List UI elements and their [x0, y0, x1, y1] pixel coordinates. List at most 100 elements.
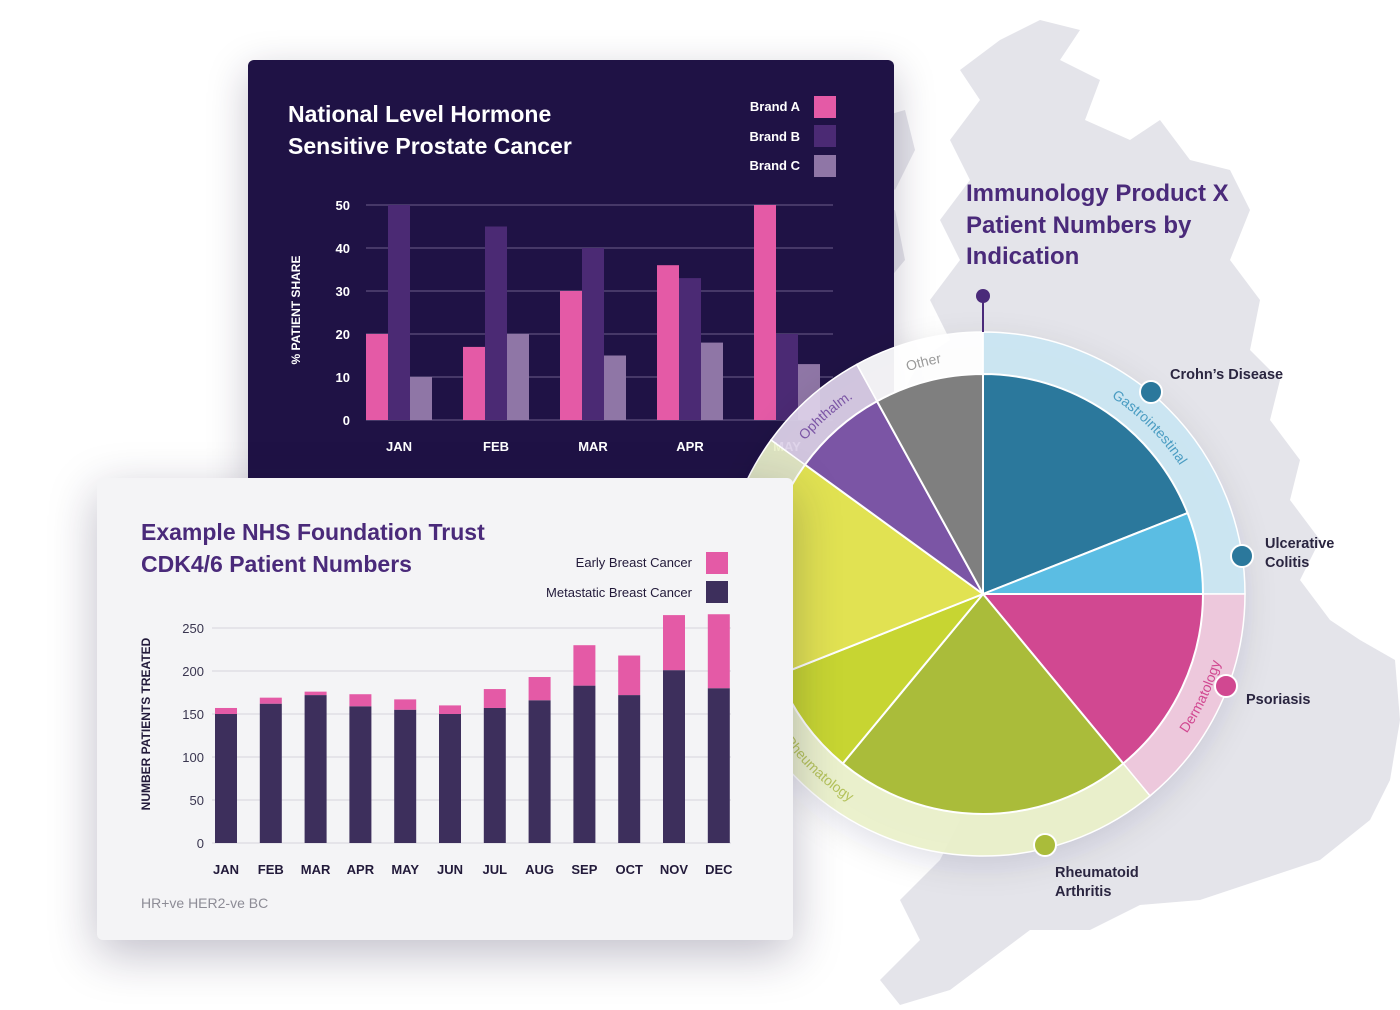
prostate-chart-card: National Level Hormone Sensitive Prostat…	[248, 60, 894, 490]
legend-swatch	[814, 154, 836, 177]
y-tick-label: 150	[182, 707, 204, 722]
callout-dot-uc	[1230, 544, 1254, 568]
legend-swatch	[706, 581, 728, 604]
y-axis-label: NUMBER PATIENTS TREATED	[139, 637, 153, 810]
bar-brand-c	[604, 355, 626, 420]
legend-label: Brand A	[749, 99, 800, 115]
bar-brand-a	[657, 265, 679, 420]
bar-brand-c	[701, 342, 723, 420]
bar-brand-c	[410, 377, 432, 420]
bar-early-breast-cancer	[304, 691, 327, 696]
legend-label: Brand B	[749, 128, 800, 144]
bar-metastatic-breast-cancer	[439, 714, 461, 843]
x-tick-label: JAN	[213, 862, 239, 877]
y-tick-label: 0	[197, 836, 204, 851]
chart-footnote: HR+ve HER2-ve BC	[141, 895, 269, 911]
callout-uc: Ulcerative Colitis	[1265, 536, 1335, 571]
bar-metastatic-breast-cancer	[259, 703, 282, 843]
legend-item: Brand A	[749, 92, 836, 122]
x-tick-label: JUL	[483, 862, 508, 877]
prostate-legend: Brand A Brand B Brand C	[749, 92, 836, 181]
cdk-chart-title: Example NHS Foundation Trust CDK4/6 Pati…	[141, 519, 485, 577]
legend-swatch	[706, 551, 728, 574]
bar-brand-b	[582, 248, 604, 420]
callout-dot-psoriasis	[1214, 674, 1238, 698]
top-marker-dot	[976, 289, 990, 303]
x-tick-label: APR	[676, 439, 704, 454]
legend-item: Metastatic Breast Cancer	[546, 578, 728, 608]
legend-label: Brand C	[749, 158, 800, 174]
x-tick-label: AUG	[525, 862, 554, 877]
x-tick-label: JAN	[386, 439, 412, 454]
bar-early-breast-cancer	[394, 699, 417, 710]
bar-metastatic-breast-cancer	[483, 707, 506, 843]
y-tick-label: 50	[336, 198, 350, 213]
bar-brand-b	[388, 205, 410, 420]
y-tick-label: 50	[190, 793, 204, 808]
y-tick-label: 30	[336, 284, 350, 299]
pie-slice	[875, 372, 984, 595]
callout-psoriasis: Psoriasis	[1246, 692, 1311, 708]
bar-brand-a	[754, 205, 776, 420]
legend-label: Metastatic Breast Cancer	[546, 584, 692, 600]
bar-metastatic-breast-cancer	[573, 685, 596, 843]
cdk-stacked-bar-chart: 0 50 100 150 200 250 NUMBER PATIENTS TREATED JA…	[139, 614, 733, 877]
bar-metastatic-breast-cancer	[215, 714, 237, 843]
x-tick-label: DEC	[705, 862, 733, 877]
bar-metastatic-breast-cancer	[394, 709, 417, 843]
y-tick-label: 40	[336, 241, 350, 256]
y-tick-label: 250	[182, 621, 204, 636]
bar-early-breast-cancer	[707, 614, 730, 689]
bar-metastatic-breast-cancer	[349, 706, 372, 843]
legend-label: Early Breast Cancer	[575, 555, 692, 571]
pie-slice-psoriasis	[980, 593, 1205, 765]
y-tick-label: 20	[336, 327, 350, 342]
bar-brand-c	[507, 334, 529, 420]
bar-brand-b	[485, 226, 507, 420]
bar-early-breast-cancer	[663, 615, 685, 671]
callout-dot-ra	[1033, 833, 1057, 857]
bar-metastatic-breast-cancer	[618, 695, 641, 843]
x-tick-label: MAR	[578, 439, 608, 454]
legend-swatch	[814, 95, 836, 118]
x-tick-label: OCT	[615, 862, 643, 877]
legend-item: Early Breast Cancer	[546, 548, 728, 578]
bar-early-breast-cancer	[349, 694, 372, 707]
y-tick-label: 0	[343, 413, 350, 428]
bar-early-breast-cancer	[439, 705, 461, 714]
x-tick-label: APR	[347, 862, 375, 877]
bar-metastatic-breast-cancer	[707, 688, 730, 843]
x-tick-label: FEB	[483, 439, 509, 454]
bar-early-breast-cancer	[573, 645, 596, 686]
prostate-chart-title: National Level Hormone Sensitive Prostat…	[288, 101, 572, 159]
x-tick-label: MAY	[391, 862, 419, 877]
x-tick-label: NOV	[660, 862, 689, 877]
bar-metastatic-breast-cancer	[663, 670, 685, 843]
bar-brand-a	[560, 291, 582, 420]
callout-ra: Rheumatoid Arthritis	[1055, 865, 1139, 900]
legend-swatch	[814, 125, 836, 148]
bar-early-breast-cancer	[528, 677, 551, 701]
y-axis-label: % PATIENT SHARE	[289, 256, 303, 365]
bar-brand-b	[679, 278, 701, 420]
y-tick-label: 200	[182, 664, 204, 679]
pie-slice-crohn-s-disease	[982, 372, 1189, 596]
legend-item: Brand C	[749, 151, 836, 181]
bar-metastatic-breast-cancer	[304, 695, 327, 843]
bar-early-breast-cancer	[259, 697, 282, 704]
bar-early-breast-cancer	[215, 707, 237, 714]
callout-crohns: Crohn’s Disease	[1170, 367, 1284, 383]
y-tick-label: 10	[336, 370, 350, 385]
bar-metastatic-breast-cancer	[528, 700, 551, 843]
bar-brand-b	[776, 334, 798, 420]
x-tick-label: JUN	[437, 862, 463, 877]
cdk-chart-card: Example NHS Foundation Trust CDK4/6 Pati…	[97, 478, 793, 940]
x-tick-label: MAR	[301, 862, 331, 877]
bar-early-breast-cancer	[483, 689, 506, 708]
legend-item: Brand B	[749, 122, 836, 152]
x-tick-label: SEP	[571, 862, 597, 877]
pie-slice-rheumatoid-arthritis	[841, 592, 1125, 815]
pie-chart-title: Immunology Product X Patient Numbers by …	[966, 180, 1229, 270]
